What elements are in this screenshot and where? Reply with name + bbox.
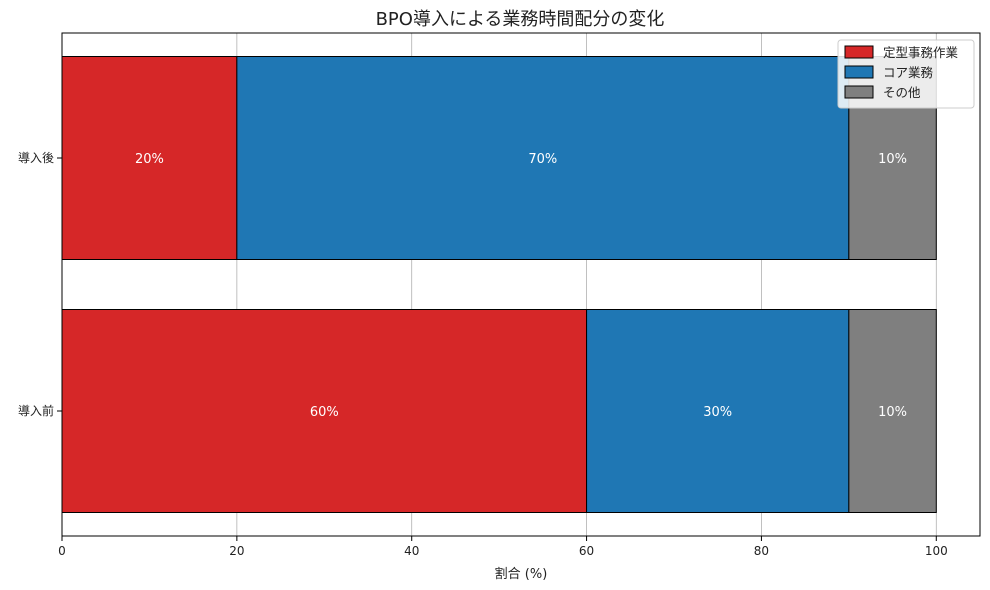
legend-label: コア業務 <box>883 65 934 80</box>
legend-label: その他 <box>883 85 921 100</box>
chart-title: BPO導入による業務時間配分の変化 <box>376 9 665 30</box>
data-label: 60% <box>310 405 339 420</box>
bar-segment <box>848 309 937 513</box>
data-label: 10% <box>878 405 907 420</box>
legend-swatch <box>844 45 874 59</box>
x-tick-label: 60 <box>579 544 594 558</box>
x-tick-label: 40 <box>404 544 419 558</box>
data-label: 70% <box>528 152 557 167</box>
x-tick-label: 80 <box>754 544 769 558</box>
y-tick-label: 導入前 <box>18 403 54 418</box>
legend-swatch <box>844 85 874 99</box>
bars: 60% 30% 10% 20% 70% 10% <box>61 56 937 513</box>
bar-segment <box>236 56 850 260</box>
legend-swatch <box>844 65 874 79</box>
x-tick-label: 20 <box>229 544 244 558</box>
data-label: 20% <box>135 152 164 167</box>
x-axis-label: 割合 (%) <box>495 566 548 582</box>
data-label: 30% <box>703 405 732 420</box>
x-axis-ticks: 0 20 40 60 80 100 <box>58 536 948 558</box>
legend-label: 定型事務作業 <box>883 45 959 60</box>
x-tick-label: 0 <box>58 544 66 558</box>
data-label: 10% <box>878 152 907 167</box>
y-tick-label: 導入後 <box>18 151 54 165</box>
plot-frame <box>61 32 981 537</box>
x-tick-label: 100 <box>925 544 948 558</box>
bar-segment <box>586 309 850 513</box>
